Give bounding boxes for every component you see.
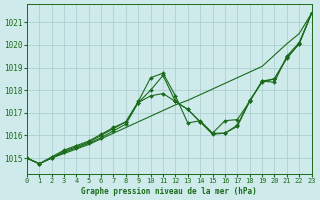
X-axis label: Graphe pression niveau de la mer (hPa): Graphe pression niveau de la mer (hPa) [81,187,257,196]
